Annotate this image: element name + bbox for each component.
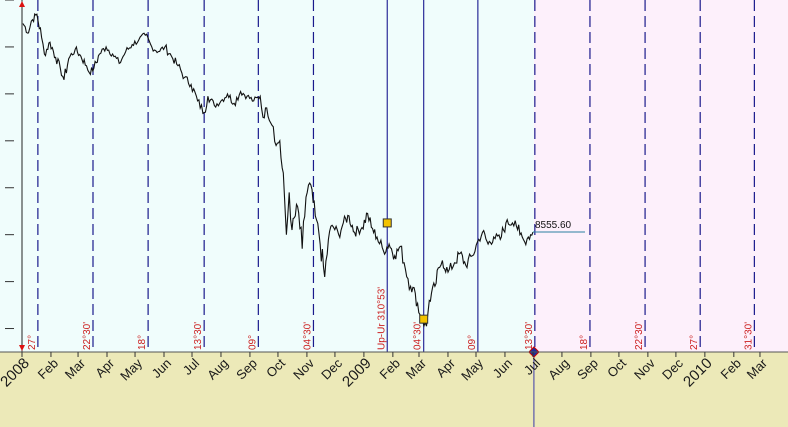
last-price-label: 8555.60 xyxy=(535,220,572,231)
bottom-arrow-icon xyxy=(19,345,25,351)
cycle-label: 22°30' xyxy=(82,322,93,350)
cycle-label: 27° xyxy=(689,335,700,350)
event-marker xyxy=(382,218,392,228)
cycle-label: 18° xyxy=(579,335,590,350)
cycle-label: 18° xyxy=(137,335,148,350)
cycle-label: 13°30' xyxy=(193,322,204,350)
future-background xyxy=(533,0,788,352)
chart-overlay: 8555.60 xyxy=(382,218,585,427)
y-axis-ticks xyxy=(5,0,25,352)
cycle-label: 13°30' xyxy=(524,322,535,350)
history-background xyxy=(0,0,534,352)
event-marker xyxy=(419,314,429,324)
time-axis-band xyxy=(0,352,788,427)
cycle-label: 22°30' xyxy=(634,322,645,350)
cycle-label: Up-Ur 310°53' xyxy=(376,287,387,350)
cycle-label: 04°30' xyxy=(413,322,424,350)
cycle-label: 09° xyxy=(467,335,478,350)
price-series xyxy=(22,13,534,328)
cycle-label: 31°30' xyxy=(743,322,754,350)
price-line xyxy=(22,13,534,328)
cycle-label: 27° xyxy=(27,335,38,350)
cycle-label: 09° xyxy=(247,335,258,350)
cycle-lines: 27° 22°30' 18° 13°30' 09° 04°30' Up-Ur 310°53'… xyxy=(27,0,755,352)
top-arrow-icon xyxy=(19,1,25,7)
cycle-label: 04°30' xyxy=(302,322,313,350)
